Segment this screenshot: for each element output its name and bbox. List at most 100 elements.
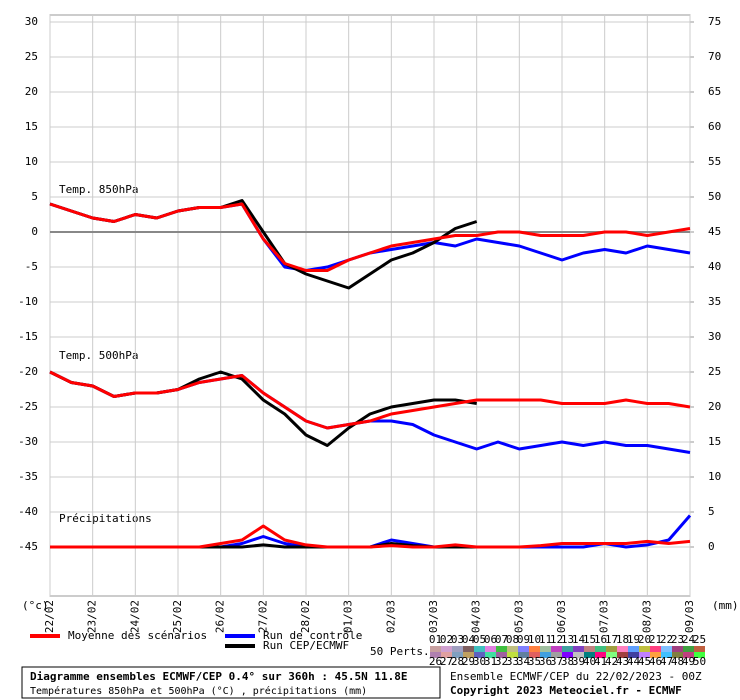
x-tick-label: 03/03 [427,600,440,633]
pert-swatch [507,652,518,658]
pert-label: 35 [528,655,541,668]
pert-swatch [683,646,694,652]
pert-label: 13 [561,633,574,646]
pert-label: 07 [495,633,508,646]
x-tick-label: 24/02 [128,600,141,633]
footer-subtitle: Températures 850hPa et 500hPa (°C) , pré… [30,685,367,697]
y-unit: (°c) [22,599,49,612]
pert-label: 08 [506,633,519,646]
y2-tick-label: 10 [708,470,721,483]
pert-swatch [672,652,683,658]
pert-label: 03 [451,633,464,646]
pert-label: 06 [484,633,497,646]
pert-label: 20 [638,633,651,646]
y-tick-label: 15 [25,120,38,133]
pert-swatch [474,652,485,658]
pert-label: 16 [594,633,607,646]
pert-label: 36 [539,655,552,668]
y-tick-label: 30 [25,15,38,28]
pert-swatch [617,646,628,652]
y2-tick-label: 40 [708,260,721,273]
y-tick-label: 0 [31,225,38,238]
pert-swatch [628,646,639,652]
pert-swatch [650,646,661,652]
plot-area [49,14,691,597]
pert-swatch [540,646,551,652]
x-tick-label: 22/02 [43,600,56,633]
y2-tick-label: 0 [708,540,715,553]
x-tick-label: 01/03 [342,600,355,633]
pert-swatch [463,646,474,652]
series-line [49,370,691,430]
pert-label: 19 [627,633,640,646]
pert-label: 29 [462,655,475,668]
y2-tick-label: 60 [708,120,721,133]
legend-label: Run CEP/ECMWF [263,639,349,652]
pert-swatch [441,646,452,652]
pert-label: 39 [572,655,585,668]
y2-tick-label: 65 [708,85,721,98]
x-tick-label: 04/03 [470,600,483,633]
pert-label: 09 [517,633,530,646]
annotation: Précipitations [59,512,152,525]
pert-label: 44 [627,655,641,668]
pert-swatch [485,646,496,652]
pert-swatch [639,646,650,652]
pert-swatch [463,652,474,658]
pert-label: 50 [693,655,706,668]
y-tick-label: 20 [25,85,38,98]
y2-tick-label: 25 [708,365,721,378]
annotation: Temp. 850hPa [59,183,138,196]
pert-swatch [628,652,639,658]
pert-swatch [584,646,595,652]
y2-tick-label: 35 [708,295,721,308]
pert-swatch [551,652,562,658]
x-tick-label: 07/03 [598,600,611,633]
y-tick-label: -30 [18,435,38,448]
pert-label: 17 [605,633,618,646]
x-tick-label: 23/02 [86,600,99,633]
pert-swatch [639,652,650,658]
pert-swatch [661,652,672,658]
legend-label: Run de contrôle [263,629,362,642]
footer-copyright: Copyright 2023 Meteociel.fr - ECMWF [450,684,682,697]
y-tick-label: -5 [25,260,38,273]
pert-label: 46 [649,655,662,668]
series-line [50,524,691,549]
pert-label: 27 [440,655,453,668]
y-tick-label: 10 [25,155,38,168]
y-tick-label: 5 [31,190,38,203]
pert-label: 33 [506,655,519,668]
pert-swatch [595,652,606,658]
y2-tick-label: 30 [708,330,721,343]
pert-swatch [694,652,705,658]
pert-label: 10 [528,633,541,646]
pert-swatch [606,646,617,652]
footer-title: Diagramme ensembles ECMWF/CEP 0.4° sur 3… [30,670,408,683]
pert-swatch [606,652,617,658]
pert-swatch [595,646,606,652]
pert-swatch [529,646,540,652]
y-tick-label: -35 [18,470,38,483]
pert-label: 38 [561,655,574,668]
pert-label: 21 [649,633,662,646]
y-tick-label: -40 [18,505,38,518]
pert-swatch [540,652,551,658]
pert-label: 22 [660,633,673,646]
y2-tick-label: 75 [708,15,721,28]
pert-swatch [496,646,507,652]
pert-swatch [474,646,485,652]
pert-swatch [452,646,463,652]
pert-label: 32 [495,655,508,668]
x-tick-label: 28/02 [299,600,312,633]
pert-label: 30 [473,655,486,668]
pert-swatch [562,652,573,658]
pert-swatch [672,646,683,652]
pert-swatch [518,646,529,652]
x-tick-label: 25/02 [171,600,184,633]
pert-label: 34 [517,655,531,668]
pert-label: 28 [451,655,464,668]
y2-tick-label: 20 [708,400,721,413]
pert-label: 23 [671,633,684,646]
